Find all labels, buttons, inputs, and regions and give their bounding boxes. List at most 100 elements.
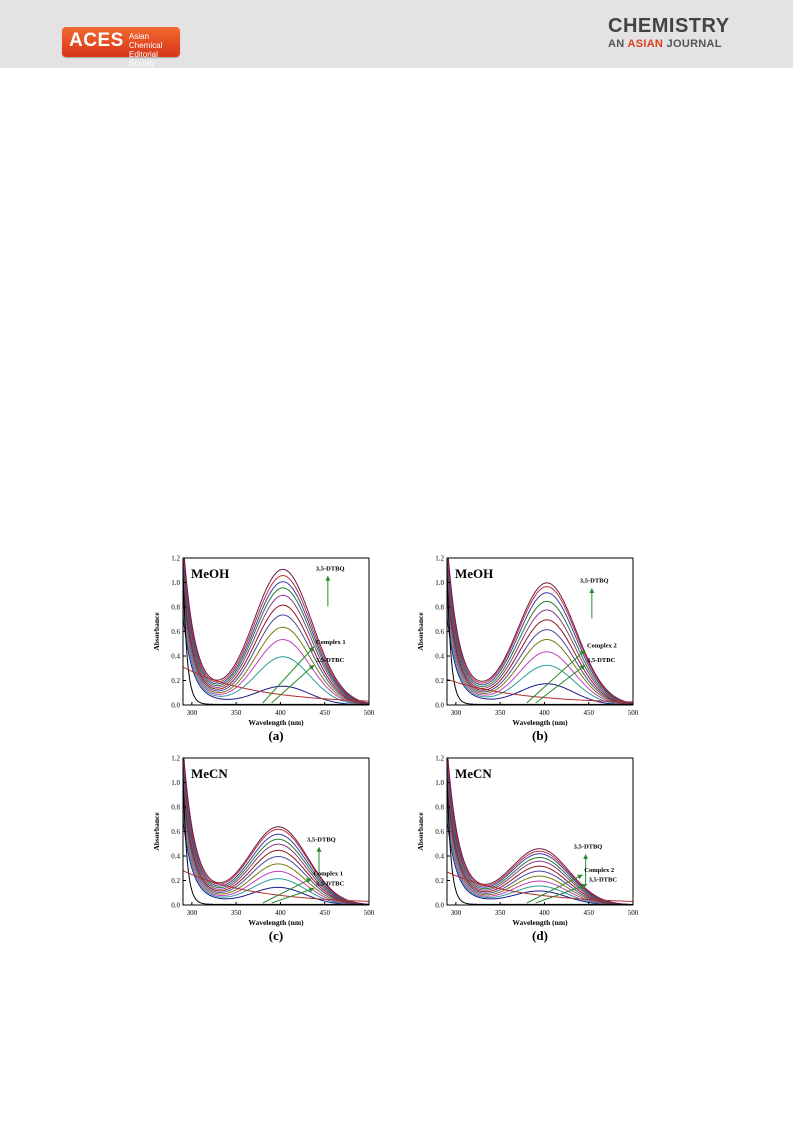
y-tick-label: 0.2 — [435, 677, 444, 685]
spectrum-line — [183, 616, 369, 705]
annotation-dtbq: 3,5-DTBQ — [307, 836, 336, 843]
spectrum-line — [447, 790, 633, 905]
dtbc-reference-line — [183, 569, 369, 705]
aces-logo-subtitle: Asian Chemical Editorial Society — [129, 32, 179, 68]
annotation-dtbq: 3,5-DTBQ — [316, 565, 345, 572]
x-tick-label: 450 — [583, 709, 594, 717]
spectrum-line — [183, 761, 369, 905]
journal-title-suffix: JOURNAL — [666, 38, 722, 50]
annotation-dtbq: 3,5-DTBQ — [580, 578, 609, 585]
y-tick-label: 0.6 — [171, 828, 180, 836]
x-axis-title: Wavelength (nm) — [512, 918, 568, 927]
spectrum-line — [183, 570, 369, 705]
aces-logo-line1: Asian Chemical — [129, 32, 163, 50]
spectrum-line — [447, 578, 633, 705]
spectrum-line — [447, 558, 633, 705]
curves-group — [183, 758, 369, 905]
dtbc-pointer-arrow — [271, 887, 315, 904]
x-tick-label: 350 — [231, 709, 242, 717]
spectrum-line — [447, 783, 633, 905]
aces-logo-line2: Editorial Society — [129, 50, 158, 68]
x-tick-label: 400 — [275, 709, 286, 717]
y-tick-label: 0.4 — [171, 853, 180, 861]
y-tick-label: 1.2 — [171, 755, 180, 763]
x-tick-label: 450 — [319, 709, 330, 717]
chart-panel-d: 300 350 400 450 500 0.0 0.2 0.4 0.6 0.8 1.0 1.2 Wave… — [416, 755, 639, 944]
x-tick-label: 500 — [628, 709, 639, 717]
x-axis-title: Wavelength (nm) — [248, 918, 304, 927]
solvent-label: MeOH — [191, 566, 229, 581]
spectrum-line — [447, 563, 633, 705]
chart-panel-c: 300 350 400 450 500 0.0 0.2 0.4 0.6 0.8 1.0 1.2 Wave… — [152, 755, 375, 944]
annotation-complex: Complex 1 — [313, 871, 343, 878]
complex-reference-line — [447, 678, 633, 703]
spectrum-line — [183, 758, 369, 905]
x-tick-label: 400 — [539, 909, 550, 917]
annotation-complex: Complex 1 — [316, 639, 346, 646]
y-tick-label: 0.0 — [171, 902, 180, 910]
annotation-dtbc: 3,5-DTBC — [587, 657, 616, 664]
y-tick-label: 0.2 — [171, 877, 180, 885]
y-tick-label: 0.0 — [171, 702, 180, 710]
y-tick-label: 0.6 — [435, 628, 444, 636]
y-tick-label: 0.2 — [171, 677, 180, 685]
y-tick-label: 0.8 — [435, 804, 444, 812]
annotation-dtbc: 3,5-DTBC — [316, 657, 345, 664]
complex-reference-line — [183, 870, 369, 902]
x-tick-label: 300 — [451, 709, 462, 717]
y-tick-label: 0.4 — [435, 653, 444, 661]
x-tick-label: 350 — [495, 709, 506, 717]
spectrum-line — [447, 768, 633, 905]
y-axis-title: Absorbance — [152, 812, 161, 851]
y-tick-label: 0.0 — [435, 702, 444, 710]
solvent-label: MeOH — [455, 566, 493, 581]
x-tick-label: 350 — [231, 909, 242, 917]
spectrum-line — [447, 758, 633, 905]
spectrum-line — [183, 783, 369, 905]
curves-group — [183, 558, 369, 705]
y-tick-label: 0.8 — [435, 604, 444, 612]
spectrum-line — [447, 558, 633, 705]
y-tick-label: 1.2 — [435, 555, 444, 563]
y-tick-label: 0.6 — [435, 828, 444, 836]
y-axis-title: Absorbance — [416, 812, 425, 851]
spectrum-line — [183, 593, 369, 705]
x-axis-title: Wavelength (nm) — [512, 718, 568, 727]
panel-label: (d) — [532, 928, 548, 943]
y-tick-label: 1.0 — [435, 779, 444, 787]
dtbc-pointer-arrow — [535, 883, 588, 904]
x-tick-label: 500 — [628, 909, 639, 917]
panel-label: (b) — [532, 728, 548, 743]
x-tick-label: 450 — [583, 909, 594, 917]
spectrum-line — [183, 558, 369, 704]
spectrum-line — [183, 608, 369, 705]
x-tick-label: 450 — [319, 909, 330, 917]
x-axis-title: Wavelength (nm) — [248, 718, 304, 727]
dtbc-reference-line — [183, 775, 369, 905]
aces-logo-text: ACES — [69, 30, 124, 51]
journal-header: ACES Asian Chemical Editorial Society CH… — [0, 0, 793, 68]
y-axis-title: Absorbance — [152, 612, 161, 651]
journal-title-prefix: AN — [608, 38, 625, 50]
journal-title-line2: AN ASIAN JOURNAL — [608, 38, 728, 50]
aces-logo: ACES Asian Chemical Editorial Society — [62, 27, 180, 68]
spectrum-line — [447, 608, 633, 705]
x-tick-label: 500 — [364, 709, 375, 717]
annotation-complex: Complex 2 — [587, 642, 617, 649]
annotation-dtbc: 3,5-DTBC — [589, 877, 618, 884]
curves-group — [447, 558, 633, 705]
spectrum-line — [183, 819, 369, 905]
journal-title-line1: CHEMISTRY — [608, 15, 730, 37]
complex-pointer-arrow — [526, 874, 583, 904]
y-tick-label: 1.2 — [171, 555, 180, 563]
y-tick-label: 0.6 — [171, 628, 180, 636]
spectrum-line — [447, 616, 633, 705]
complex-pointer-arrow — [262, 646, 315, 704]
spectrum-line — [183, 775, 369, 905]
dtbc-pointer-arrow — [535, 664, 586, 704]
y-tick-label: 1.0 — [435, 579, 444, 587]
y-tick-label: 0.0 — [435, 902, 444, 910]
solvent-label: MeCN — [455, 766, 492, 781]
x-tick-label: 500 — [364, 909, 375, 917]
